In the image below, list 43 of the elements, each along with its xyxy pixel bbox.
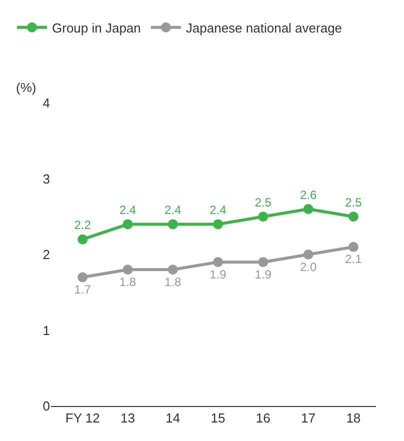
legend-label: Group in Japan bbox=[52, 20, 141, 36]
point bbox=[303, 250, 314, 260]
data-label: 1.7 bbox=[74, 282, 92, 296]
x-tick-label: 15 bbox=[210, 410, 226, 426]
point bbox=[348, 212, 358, 222]
data-label: 1.8 bbox=[164, 274, 182, 289]
data-label: 2.4 bbox=[164, 202, 182, 217]
y-tick-label: 2 bbox=[42, 247, 50, 262]
point bbox=[258, 212, 268, 222]
data-label: 1.8 bbox=[119, 274, 136, 289]
legend-label: Japanese national average bbox=[186, 20, 342, 36]
y-tick-label: 1 bbox=[42, 322, 50, 338]
x-tick-label: 16 bbox=[256, 410, 270, 426]
data-label: 2.0 bbox=[300, 260, 317, 274]
data-label: 2.4 bbox=[210, 202, 227, 217]
point bbox=[78, 272, 88, 282]
point bbox=[258, 257, 268, 268]
point bbox=[78, 234, 88, 244]
y-axis-title: (%) bbox=[16, 80, 36, 95]
point bbox=[213, 257, 224, 268]
point bbox=[168, 219, 178, 230]
data-label: 1.9 bbox=[210, 267, 227, 282]
point bbox=[122, 264, 133, 275]
point bbox=[168, 264, 178, 275]
point bbox=[348, 242, 358, 252]
data-label: 2.6 bbox=[300, 188, 317, 202]
point bbox=[303, 204, 314, 214]
x-tick-label: 18 bbox=[346, 410, 361, 426]
y-tick-label: 3 bbox=[42, 171, 50, 186]
data-label: 2.5 bbox=[345, 195, 362, 210]
data-label: 2.4 bbox=[119, 202, 136, 217]
point bbox=[213, 219, 224, 230]
x-tick-label: 17 bbox=[301, 410, 316, 426]
point bbox=[122, 219, 133, 230]
x-tick-label: 14 bbox=[166, 410, 180, 426]
data-label: 2.2 bbox=[74, 218, 92, 232]
data-label: 2.1 bbox=[345, 252, 362, 266]
data-label: 1.9 bbox=[254, 267, 272, 282]
y-tick-label: 4 bbox=[42, 96, 50, 111]
x-tick-label: FY 12 bbox=[65, 410, 100, 426]
data-label: 2.5 bbox=[254, 195, 272, 210]
x-tick-label: 13 bbox=[120, 410, 135, 426]
y-tick-label: 0 bbox=[42, 398, 50, 414]
